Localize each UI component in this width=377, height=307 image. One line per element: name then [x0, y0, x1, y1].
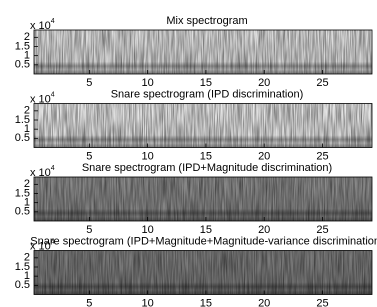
- y-tick-label: 2: [24, 31, 30, 43]
- x-tick-label: 20: [258, 224, 270, 236]
- panel-title: Snare spectrogram (IPD discrimination): [111, 88, 304, 100]
- y-multiplier-base: x 10: [30, 167, 51, 179]
- y-multiplier-exponent: 4: [51, 238, 55, 245]
- y-tick-label: 2: [24, 178, 30, 190]
- x-tick-label: 15: [200, 224, 212, 236]
- spectrogram-band: [34, 251, 372, 295]
- panel-title: Snare spectrogram (IPD+Magnitude+Magnitu…: [30, 235, 377, 247]
- panel-title: Mix spectrogram: [166, 15, 247, 27]
- y-tick-label: 2: [24, 252, 30, 264]
- figure: Mix spectrogramx 1040.511.52510152025Sna…: [0, 0, 377, 307]
- y-multiplier-exponent: 4: [51, 165, 55, 172]
- panel-title: Snare spectrogram (IPD+Magnitude discrim…: [82, 162, 332, 174]
- x-tick-label: 25: [316, 77, 328, 89]
- panel: Snare spectrogram (IPD discrimination) x …: [15, 88, 372, 162]
- panel: Snare spectrogram (IPD+Magnitude discrim…: [15, 162, 372, 236]
- y-multiplier-base: x 10: [30, 20, 51, 32]
- y-multiplier-base: x 10: [30, 93, 51, 105]
- x-tick-label: 20: [258, 150, 270, 162]
- y-multiplier-exponent: 4: [51, 91, 55, 98]
- x-tick-label: 5: [86, 224, 92, 236]
- x-tick-label: 10: [142, 297, 154, 307]
- x-tick-label: 25: [316, 150, 328, 162]
- x-tick-label: 20: [258, 297, 270, 307]
- x-tick-label: 20: [258, 77, 270, 89]
- x-tick-label: 10: [142, 150, 154, 162]
- x-tick-label: 5: [86, 297, 92, 307]
- spectrogram-band: [34, 30, 372, 74]
- y-multiplier-base: x 10: [30, 240, 51, 252]
- y-tick-label: 2: [24, 105, 30, 117]
- x-tick-label: 25: [316, 224, 328, 236]
- spectrogram-band: [34, 104, 372, 148]
- x-tick-label: 15: [200, 77, 212, 89]
- x-tick-label: 5: [86, 77, 92, 89]
- x-tick-label: 25: [316, 297, 328, 307]
- x-tick-label: 5: [86, 150, 92, 162]
- x-tick-label: 10: [142, 224, 154, 236]
- x-tick-label: 10: [142, 77, 154, 89]
- spectrogram-band: [34, 177, 372, 221]
- y-multiplier-exponent: 4: [51, 18, 55, 25]
- panel: Snare spectrogram (IPD+Magnitude+Magnitu…: [15, 235, 377, 307]
- x-tick-label: 15: [200, 297, 212, 307]
- x-tick-label: 15: [200, 150, 212, 162]
